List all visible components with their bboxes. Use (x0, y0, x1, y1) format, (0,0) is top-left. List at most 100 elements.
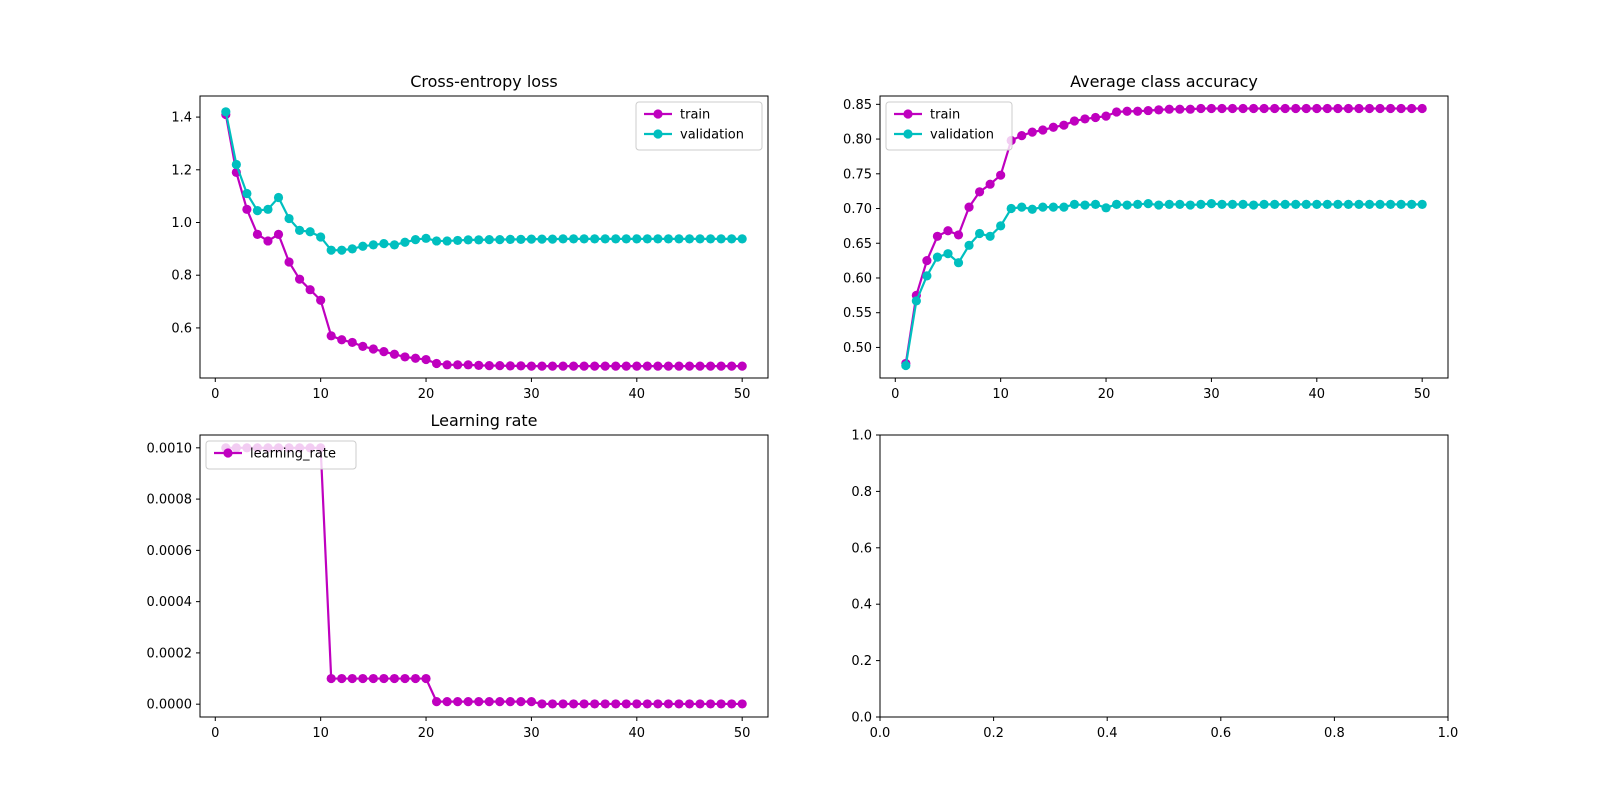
data-point (974, 187, 985, 197)
data-point (495, 235, 505, 245)
data-point (911, 296, 921, 306)
data-point (695, 234, 705, 244)
data-point (1143, 199, 1153, 209)
data-point (943, 249, 953, 259)
data-point (579, 234, 589, 244)
data-point (1280, 103, 1290, 114)
data-point (1396, 103, 1406, 114)
data-point (1038, 125, 1048, 135)
data-point (1090, 199, 1101, 209)
data-point (474, 235, 484, 245)
data-point (1154, 105, 1164, 115)
data-point (400, 352, 410, 362)
data-point (294, 225, 305, 236)
data-point (442, 697, 452, 707)
data-point (590, 699, 600, 709)
data-point (558, 361, 568, 371)
data-point (1280, 199, 1290, 209)
y-tick-label: 0.6 (171, 321, 192, 336)
legend: learning_rate (205, 440, 357, 470)
data-point (547, 361, 558, 371)
data-point (1017, 130, 1027, 141)
data-point (727, 699, 737, 709)
data-point (1343, 199, 1354, 209)
data-point (442, 236, 452, 246)
y-tick-label: 0.80 (843, 133, 872, 148)
data-point (263, 236, 273, 246)
data-point (600, 234, 610, 244)
data-point (537, 699, 547, 709)
data-point (1122, 200, 1132, 210)
data-point (1396, 199, 1406, 209)
data-point (1270, 103, 1280, 114)
x-tick-label: 20 (418, 726, 435, 741)
y-tick-label: 0.6 (851, 541, 872, 556)
x-tick-label: 10 (312, 387, 329, 402)
data-point (474, 697, 484, 707)
data-point (516, 234, 526, 244)
data-point (505, 234, 515, 244)
legend-marker (903, 109, 913, 119)
y-tick-label: 0.50 (843, 341, 872, 356)
data-point (1333, 103, 1343, 114)
series-train (901, 103, 1427, 369)
data-point (1206, 199, 1217, 209)
data-point (453, 360, 463, 370)
y-tick-label: 0.0004 (147, 595, 193, 610)
data-point (642, 699, 652, 709)
axes-frame (199, 95, 769, 379)
data-point (1027, 127, 1037, 137)
data-point (358, 673, 368, 684)
y-tick-label: 0.60 (843, 271, 872, 286)
data-point (1196, 199, 1206, 209)
y-tick-label: 0.0002 (147, 646, 193, 661)
data-point (558, 234, 568, 244)
data-point (1291, 199, 1301, 209)
data-point (273, 229, 284, 239)
y-tick-label: 1.0 (851, 429, 872, 444)
data-point (632, 234, 642, 244)
data-point (316, 232, 326, 242)
data-point (326, 331, 336, 341)
data-point (1375, 199, 1385, 209)
data-point (953, 230, 964, 240)
data-point (326, 245, 336, 255)
data-point (495, 697, 505, 707)
data-point (1164, 104, 1174, 114)
data-point (684, 234, 695, 244)
y-tick-label: 1.2 (171, 163, 192, 178)
data-point (1343, 103, 1354, 114)
axes-frame (199, 434, 769, 718)
data-point (1164, 199, 1174, 209)
data-point (1217, 199, 1227, 209)
data-point (368, 673, 378, 684)
data-point (943, 226, 953, 236)
data-point (358, 341, 368, 351)
data-point (1407, 103, 1417, 114)
data-point (273, 192, 284, 203)
data-point (1069, 199, 1080, 209)
axes-frame (879, 95, 1449, 379)
data-point (1417, 103, 1427, 114)
data-point (1385, 199, 1396, 209)
data-point (1259, 199, 1269, 209)
data-point (400, 673, 410, 684)
data-point (1111, 107, 1122, 117)
data-point (674, 361, 684, 371)
data-point (463, 360, 473, 370)
data-point (1111, 199, 1122, 209)
data-point (368, 344, 378, 354)
data-point (537, 361, 547, 371)
data-point (263, 204, 273, 214)
y-tick-label: 0.55 (843, 306, 872, 321)
y-tick-label: 0.0010 (147, 441, 193, 456)
data-point (505, 361, 515, 371)
data-point (600, 361, 610, 371)
data-point (505, 697, 515, 707)
x-tick-label: 0 (211, 387, 219, 402)
data-point (1175, 104, 1185, 114)
data-point (642, 361, 652, 371)
data-point (985, 179, 995, 189)
data-point (695, 699, 705, 709)
x-tick-label: 40 (629, 387, 646, 402)
